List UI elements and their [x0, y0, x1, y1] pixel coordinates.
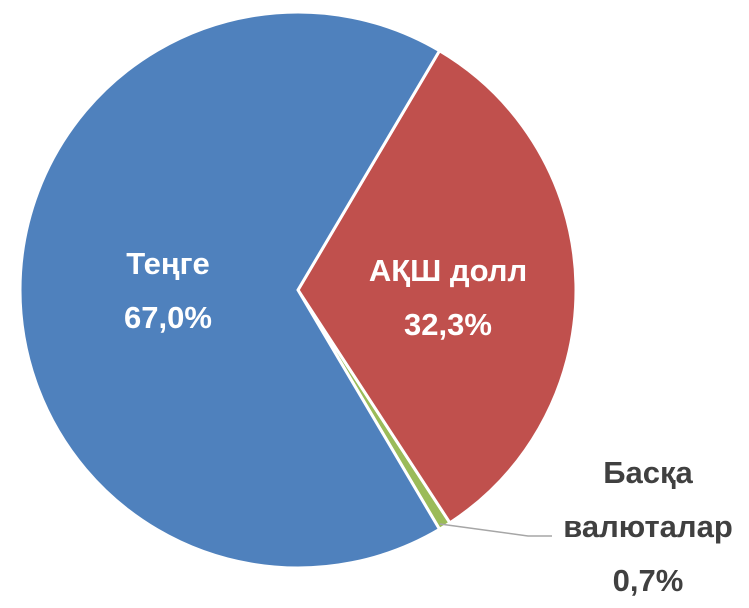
- pie-slice: [18, 10, 442, 570]
- leader-line: [439, 523, 552, 537]
- pie: [18, 10, 578, 570]
- slice-label: АҚШ долл 32,3%: [369, 244, 527, 352]
- slice-label: Басқа валюталар 0,7%: [548, 446, 748, 608]
- slice-label: Теңге 67,0%: [124, 237, 212, 345]
- value-label: 32,3%: [404, 307, 492, 342]
- chart: Теңге 67,0% АҚШ долл 32,3% Басқа валютал…: [18, 10, 733, 598]
- value-label: 0,7%: [612, 563, 684, 598]
- category-label: АҚШ долл: [368, 253, 528, 288]
- category-label: Теңге: [126, 246, 210, 281]
- category-label: Басқа валюталар: [563, 455, 733, 544]
- value-label: 67,0%: [124, 300, 212, 335]
- pie-slice: [296, 48, 578, 525]
